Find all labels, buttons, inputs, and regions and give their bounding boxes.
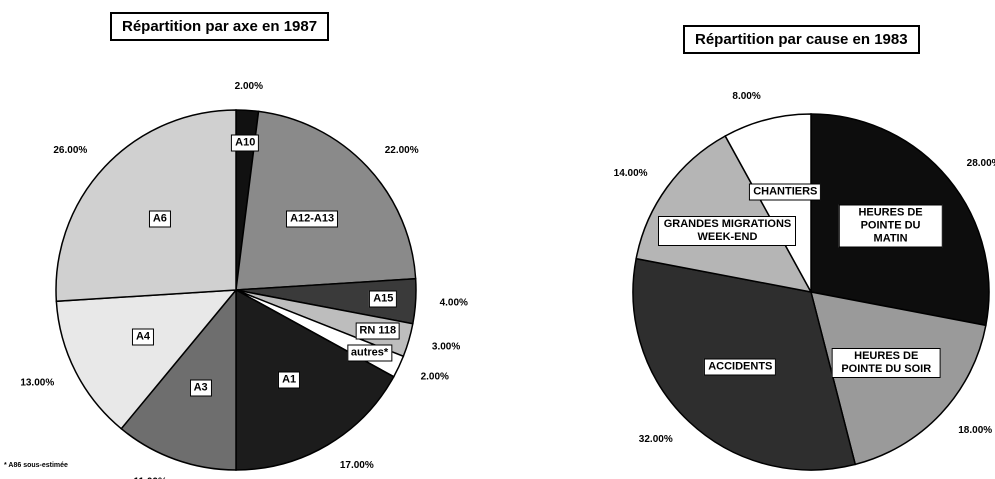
pie-slice — [235, 288, 395, 471]
value-label: 4.00% — [440, 297, 468, 308]
category-label: HEURES DE POINTE DU SOIR — [831, 347, 941, 378]
value-label: 14.00% — [614, 168, 648, 179]
category-label: HEURES DE POINTE DU MATIN — [838, 204, 943, 248]
category-label: RN 118 — [355, 322, 401, 340]
category-label: GRANDES MIGRATIONS WEEK-END — [658, 216, 797, 247]
category-label: autres* — [346, 344, 393, 362]
category-label: A6 — [148, 210, 171, 228]
category-label: CHANTIERS — [749, 183, 822, 201]
value-label: 28.00% — [967, 158, 995, 169]
value-label: 3.00% — [432, 342, 460, 353]
category-label: A15 — [369, 290, 398, 308]
pie-slice — [120, 287, 237, 471]
pie-slice — [724, 113, 812, 293]
value-label: 2.00% — [421, 371, 449, 382]
chart-title: Répartition par axe en 1987 — [110, 12, 330, 41]
pie-slice — [55, 289, 238, 430]
category-label: A1 — [278, 371, 301, 389]
value-label: 22.00% — [385, 145, 419, 156]
footnote: * A86 sous-estimée — [4, 462, 68, 469]
category-label: A10 — [231, 134, 260, 152]
value-label: 32.00% — [639, 434, 673, 445]
category-label: A12-A13 — [286, 210, 339, 228]
value-label: 26.00% — [53, 145, 87, 156]
category-label: A4 — [131, 328, 154, 346]
pie-slice — [635, 134, 813, 294]
value-label: 17.00% — [340, 460, 374, 471]
value-label: 18.00% — [958, 425, 992, 436]
category-label: ACCIDENTS — [704, 358, 777, 376]
value-label: 2.00% — [235, 81, 263, 92]
value-label: 13.00% — [20, 377, 54, 388]
pie-slice — [809, 291, 987, 466]
value-label: 11.00% — [134, 477, 167, 479]
value-label: 8.00% — [732, 91, 760, 102]
pie-slice — [235, 110, 417, 291]
category-label: A3 — [189, 379, 212, 397]
chart-title: Répartition par cause en 1983 — [683, 25, 920, 54]
pie-slice — [55, 109, 237, 303]
